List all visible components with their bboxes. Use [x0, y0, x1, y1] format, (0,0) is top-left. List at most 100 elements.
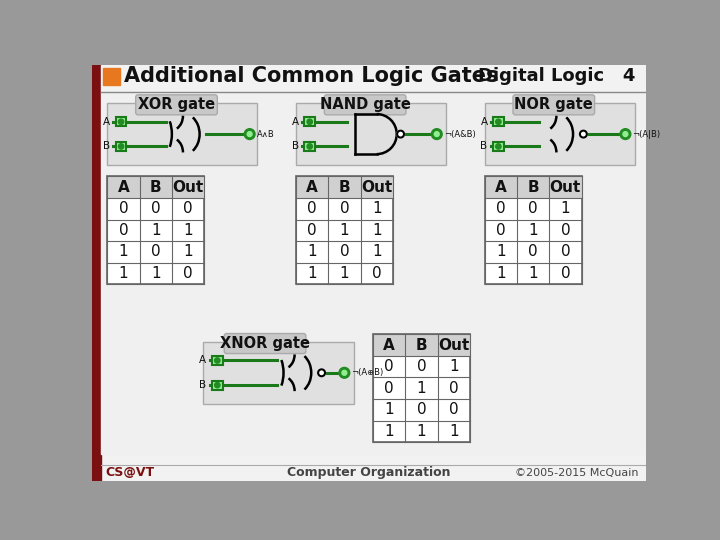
Text: 0: 0 [496, 223, 505, 238]
Text: A: A [306, 180, 318, 195]
Bar [116, 117, 127, 126]
Text: 0: 0 [151, 245, 161, 259]
Circle shape [247, 132, 252, 137]
Text: 1: 1 [372, 223, 382, 238]
Text: 0: 0 [340, 245, 349, 259]
Text: A: A [383, 338, 395, 353]
Text: A: A [495, 180, 507, 195]
Text: 1: 1 [417, 424, 426, 439]
Text: 1: 1 [183, 223, 193, 238]
Text: 0: 0 [183, 201, 193, 217]
Bar [373, 334, 470, 356]
FancyBboxPatch shape [224, 334, 306, 354]
Text: 1: 1 [417, 381, 426, 396]
Text: 1: 1 [119, 245, 128, 259]
Bar [373, 334, 470, 442]
Bar [92, 65, 101, 481]
Text: 1: 1 [449, 359, 459, 374]
Bar [107, 177, 204, 198]
Text: Out: Out [438, 338, 469, 353]
Bar [101, 65, 647, 92]
Circle shape [318, 369, 325, 376]
Text: A: A [117, 180, 130, 195]
Bar [296, 177, 393, 198]
Text: A: A [199, 355, 207, 366]
Text: 1: 1 [340, 266, 349, 281]
Text: B: B [103, 141, 110, 151]
Text: 1: 1 [561, 201, 570, 217]
Text: ¬(A|B): ¬(A|B) [632, 130, 660, 139]
Circle shape [215, 382, 220, 388]
Circle shape [118, 119, 124, 125]
Text: 1: 1 [372, 201, 382, 217]
Text: 0: 0 [183, 266, 193, 281]
Text: B: B [527, 180, 539, 195]
Text: 1: 1 [384, 424, 394, 439]
Bar [485, 177, 582, 284]
Text: 1: 1 [183, 245, 193, 259]
Circle shape [623, 132, 628, 137]
Text: ¬(A⊕B): ¬(A⊕B) [351, 368, 384, 377]
Text: 0: 0 [384, 381, 394, 396]
Circle shape [307, 119, 312, 125]
Text: 1: 1 [372, 245, 382, 259]
Text: 0: 0 [528, 245, 538, 259]
Circle shape [339, 367, 350, 378]
Text: 0: 0 [561, 266, 570, 281]
Text: NOR gate: NOR gate [514, 97, 593, 112]
Text: 0: 0 [340, 201, 349, 217]
Circle shape [620, 129, 631, 139]
Text: 0: 0 [561, 245, 570, 259]
Text: NAND gate: NAND gate [320, 97, 410, 112]
Circle shape [495, 144, 501, 149]
Bar [493, 117, 504, 126]
Text: 1: 1 [528, 223, 538, 238]
Circle shape [495, 119, 501, 125]
Circle shape [431, 129, 442, 139]
Text: B: B [338, 180, 350, 195]
Text: 0: 0 [528, 201, 538, 217]
Text: 0: 0 [417, 359, 426, 374]
Text: ¬(A&B): ¬(A&B) [444, 130, 475, 139]
Circle shape [342, 370, 347, 375]
Text: 0: 0 [119, 201, 128, 217]
Text: B: B [292, 141, 299, 151]
Text: 1: 1 [307, 245, 317, 259]
Bar [296, 103, 446, 165]
Text: 1: 1 [496, 266, 505, 281]
Circle shape [434, 132, 439, 137]
Text: 0: 0 [449, 402, 459, 417]
Text: 1: 1 [119, 266, 128, 281]
Text: B: B [415, 338, 427, 353]
Text: A: A [103, 117, 110, 127]
Circle shape [580, 131, 587, 138]
Text: 1: 1 [340, 223, 349, 238]
Bar [212, 356, 222, 365]
Bar [305, 142, 315, 151]
Text: A: A [292, 117, 299, 127]
Text: A∧B: A∧B [256, 130, 274, 139]
Bar [107, 103, 257, 165]
Text: XOR gate: XOR gate [138, 97, 215, 112]
Text: Out: Out [172, 180, 204, 195]
Bar [116, 142, 127, 151]
Text: 0: 0 [372, 266, 382, 281]
Text: 0: 0 [384, 359, 394, 374]
Text: 1: 1 [528, 266, 538, 281]
Circle shape [244, 129, 255, 139]
Bar [107, 177, 204, 284]
Text: 0: 0 [307, 223, 317, 238]
Bar [493, 142, 504, 151]
Text: 0: 0 [417, 402, 426, 417]
Text: Out: Out [361, 180, 392, 195]
Text: XNOR gate: XNOR gate [220, 336, 310, 351]
Text: 0: 0 [449, 381, 459, 396]
Text: 0: 0 [119, 223, 128, 238]
Text: 1: 1 [449, 424, 459, 439]
FancyBboxPatch shape [324, 95, 406, 115]
FancyBboxPatch shape [513, 95, 595, 115]
Text: Computer Organization: Computer Organization [287, 467, 451, 480]
Bar [101, 92, 647, 454]
Text: A: A [480, 117, 487, 127]
Text: CS@VT: CS@VT [106, 467, 155, 480]
